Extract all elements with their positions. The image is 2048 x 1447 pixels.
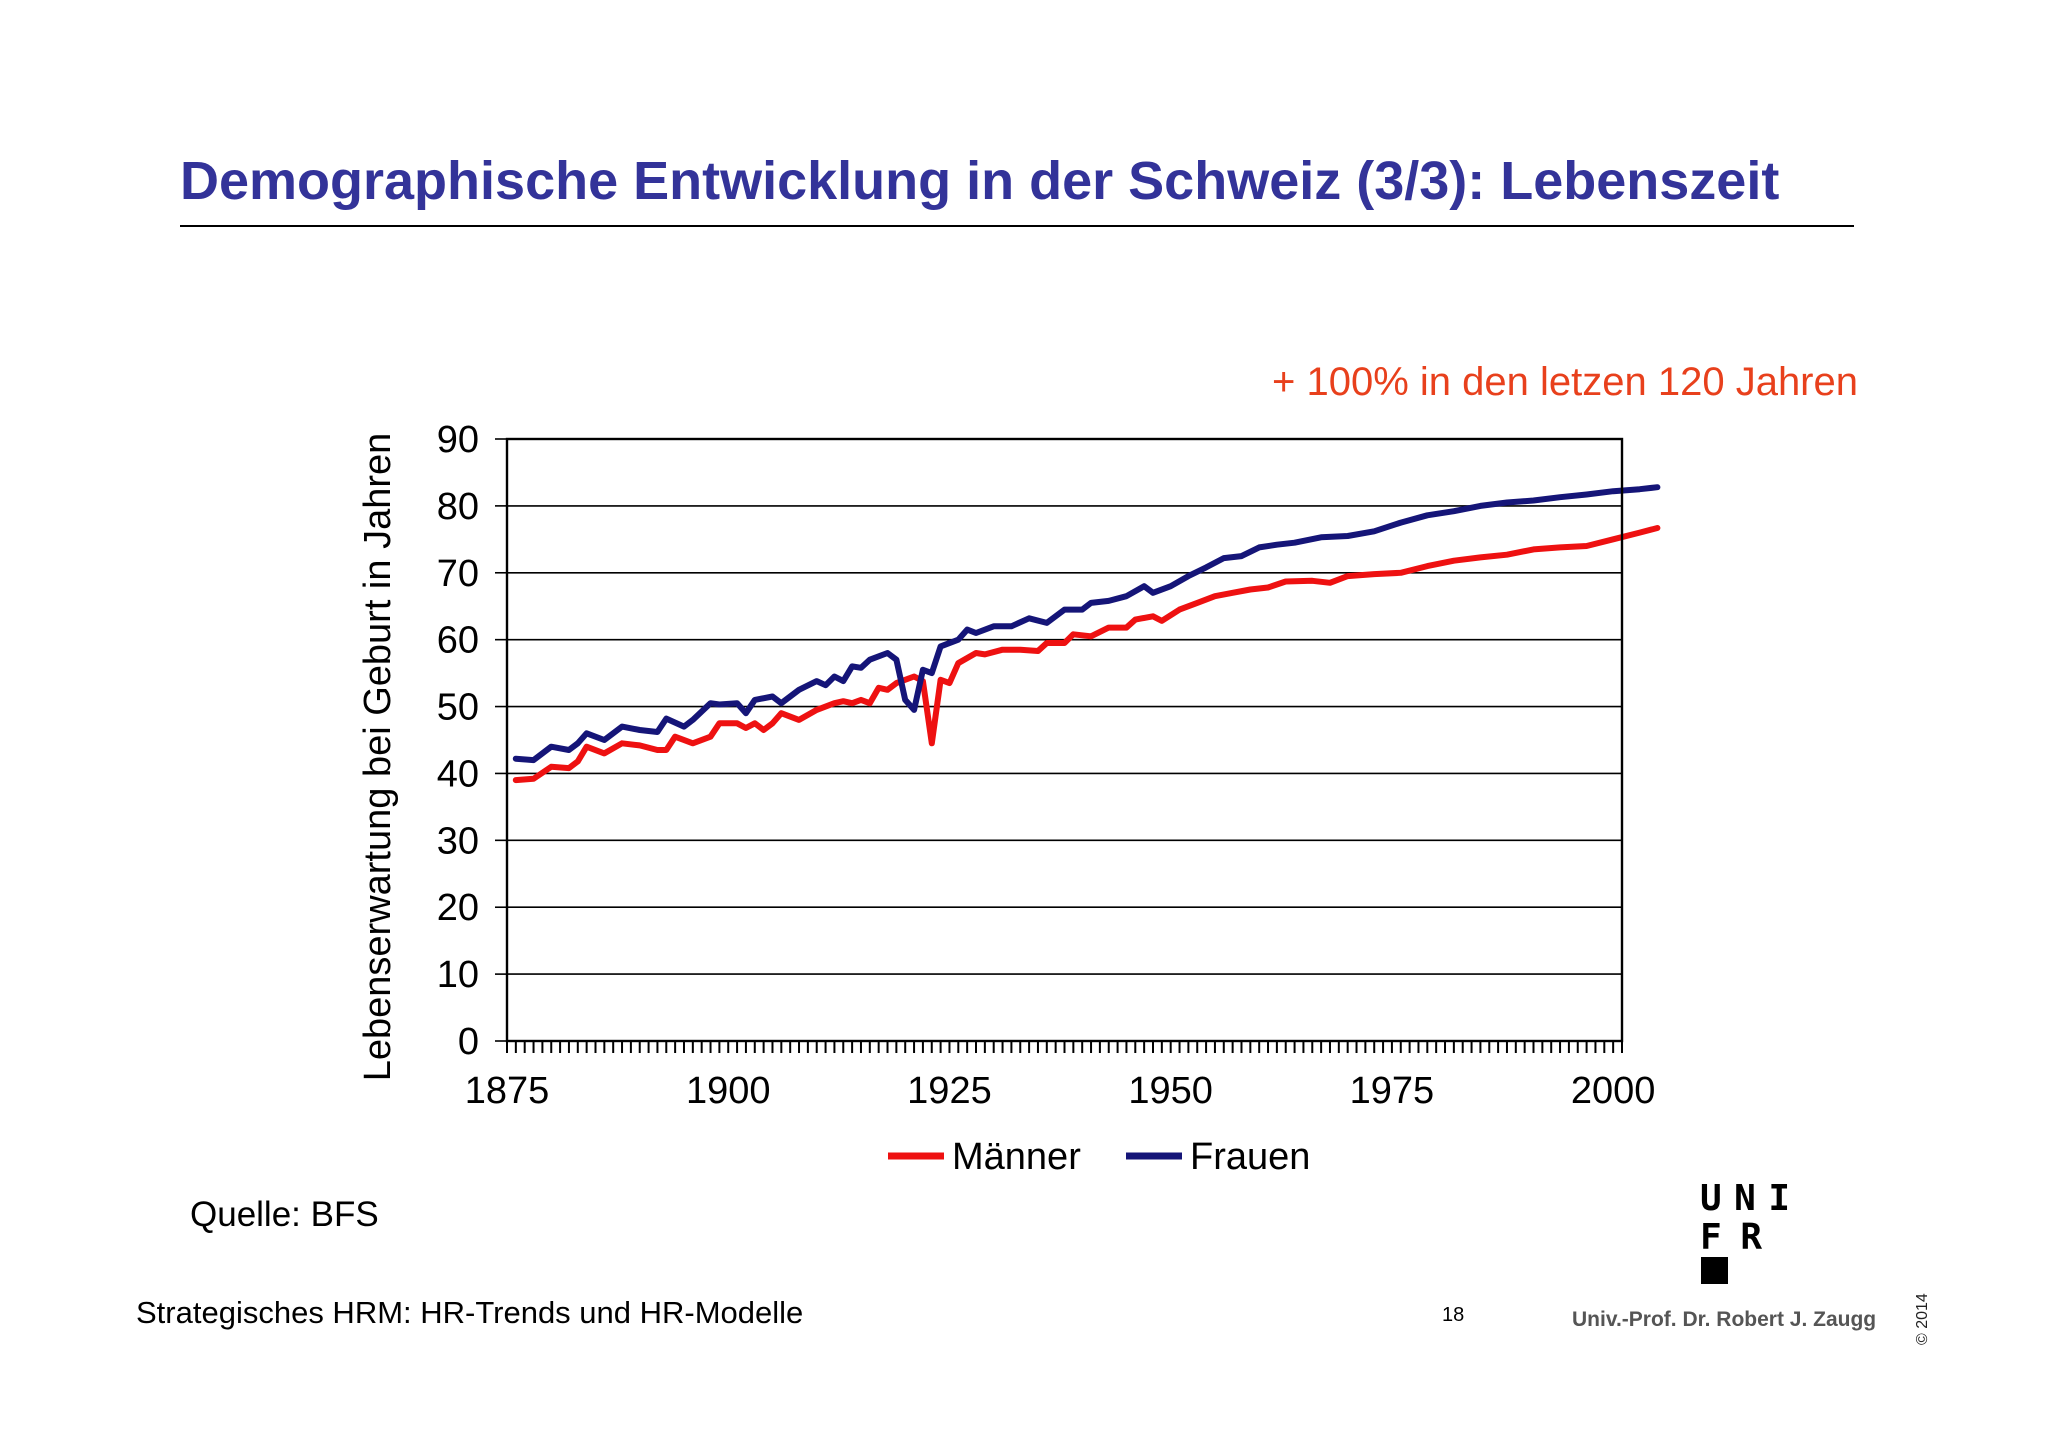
y-tick-label: 90: [437, 419, 479, 461]
y-tick-label: 70: [437, 553, 479, 595]
y-tick-label: 20: [437, 887, 479, 929]
source-note: Quelle: BFS: [190, 1195, 379, 1234]
y-tick-label: 10: [437, 954, 479, 996]
x-tick-label: 1975: [1350, 1070, 1435, 1112]
series-line-männer: [512, 525, 1661, 784]
series-lines: [512, 484, 1661, 784]
y-tick-labels: 0 10 20 30 40 50 60 70 80 90: [437, 419, 479, 1063]
legend: Männer Frauen: [888, 1136, 1310, 1175]
x-tick-label: 1875: [465, 1070, 550, 1112]
y-tick-label: 50: [437, 687, 479, 729]
page-number: 18: [1442, 1304, 1465, 1326]
y-tick-label: 80: [437, 486, 479, 528]
x-tick-label: 1950: [1128, 1070, 1213, 1112]
footer-course-title: Strategisches HRM: HR-Trends und HR-Mode…: [136, 1295, 804, 1330]
y-tick-label: 30: [437, 820, 479, 862]
y-axis-label: Lebenserwartung bei Geburt in Jahren: [357, 433, 399, 1082]
slide-title: Demographische Entwicklung in der Schwei…: [180, 151, 1780, 211]
legend-label: Frauen: [1190, 1136, 1310, 1175]
svg-text:FR: FR: [1700, 1217, 1762, 1258]
svg-text:UNI: UNI: [1700, 1178, 1790, 1219]
copyright-note: © 2014: [1914, 1293, 1931, 1345]
legend-label: Männer: [952, 1136, 1081, 1175]
title-divider: [180, 225, 1854, 227]
x-tick-labels: 1875 1900 1925 1950 1975 2000: [465, 1070, 1656, 1112]
x-tick-label: 2000: [1571, 1070, 1656, 1112]
author-name: Univ.-Prof. Dr. Robert J. Zaugg: [1572, 1308, 1877, 1331]
x-tick-label: 1900: [686, 1070, 771, 1112]
growth-annotation: + 100% in den letzen 120 Jahren: [1272, 360, 1858, 404]
series-line-frauen: [512, 484, 1661, 764]
y-tick-label: 40: [437, 753, 479, 795]
axes: [495, 437, 1624, 1053]
y-tick-label: 60: [437, 620, 479, 662]
life-expectancy-chart: 0 10 20 30 40 50 60 70 80 90 1875 1900 1925 1950 1975…: [357, 419, 1661, 1175]
unifr-logo: UNI FR: [1700, 1178, 1790, 1284]
y-tick-label: 0: [458, 1021, 479, 1063]
x-tick-label: 1925: [907, 1070, 992, 1112]
grid-lines: [507, 438, 1622, 975]
